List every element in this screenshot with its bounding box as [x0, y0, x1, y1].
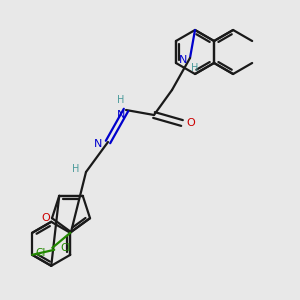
- Text: O: O: [42, 213, 50, 223]
- Text: H: H: [191, 63, 199, 73]
- Text: N: N: [117, 110, 125, 120]
- Text: O: O: [187, 118, 195, 128]
- Text: Cl: Cl: [35, 248, 46, 258]
- Text: Cl: Cl: [60, 243, 70, 253]
- Text: N: N: [179, 55, 187, 65]
- Text: H: H: [117, 95, 125, 105]
- Text: H: H: [72, 164, 80, 174]
- Text: N: N: [94, 139, 102, 149]
